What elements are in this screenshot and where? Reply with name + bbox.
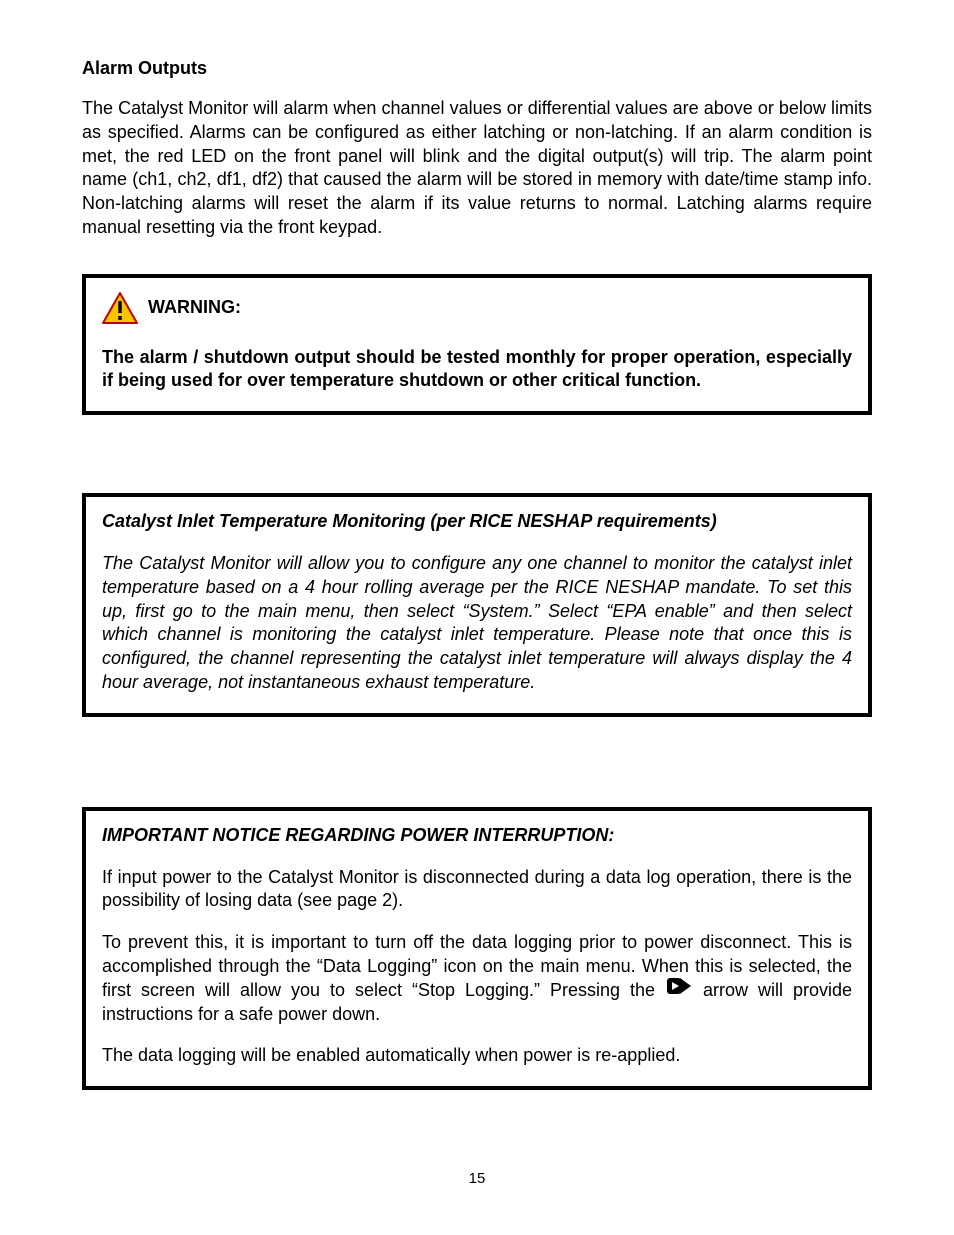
- document-page: Alarm Outputs The Catalyst Monitor will …: [0, 0, 954, 1235]
- warning-triangle-icon: [102, 292, 138, 324]
- warning-box: WARNING: The alarm / shutdown output sho…: [82, 274, 872, 416]
- right-arrow-icon: [667, 977, 691, 1001]
- catalyst-info-box: Catalyst Inlet Temperature Monitoring (p…: [82, 493, 872, 717]
- notice-heading: IMPORTANT NOTICE REGARDING POWER INTERRU…: [102, 825, 852, 846]
- power-interruption-box: IMPORTANT NOTICE REGARDING POWER INTERRU…: [82, 807, 872, 1091]
- warning-label: WARNING:: [148, 297, 241, 318]
- notice-paragraph-3: The data logging will be enabled automat…: [102, 1044, 852, 1068]
- page-number: 15: [0, 1170, 954, 1187]
- warning-header: WARNING:: [102, 292, 852, 324]
- warning-body-text: The alarm / shutdown output should be te…: [102, 346, 852, 394]
- notice-paragraph-1: If input power to the Catalyst Monitor i…: [102, 866, 852, 914]
- catalyst-body: The Catalyst Monitor will allow you to c…: [102, 552, 852, 695]
- alarm-outputs-paragraph: The Catalyst Monitor will alarm when cha…: [82, 97, 872, 240]
- alarm-outputs-heading: Alarm Outputs: [82, 58, 872, 79]
- catalyst-heading: Catalyst Inlet Temperature Monitoring (p…: [102, 511, 852, 532]
- notice-paragraph-2: To prevent this, it is important to turn…: [102, 931, 852, 1026]
